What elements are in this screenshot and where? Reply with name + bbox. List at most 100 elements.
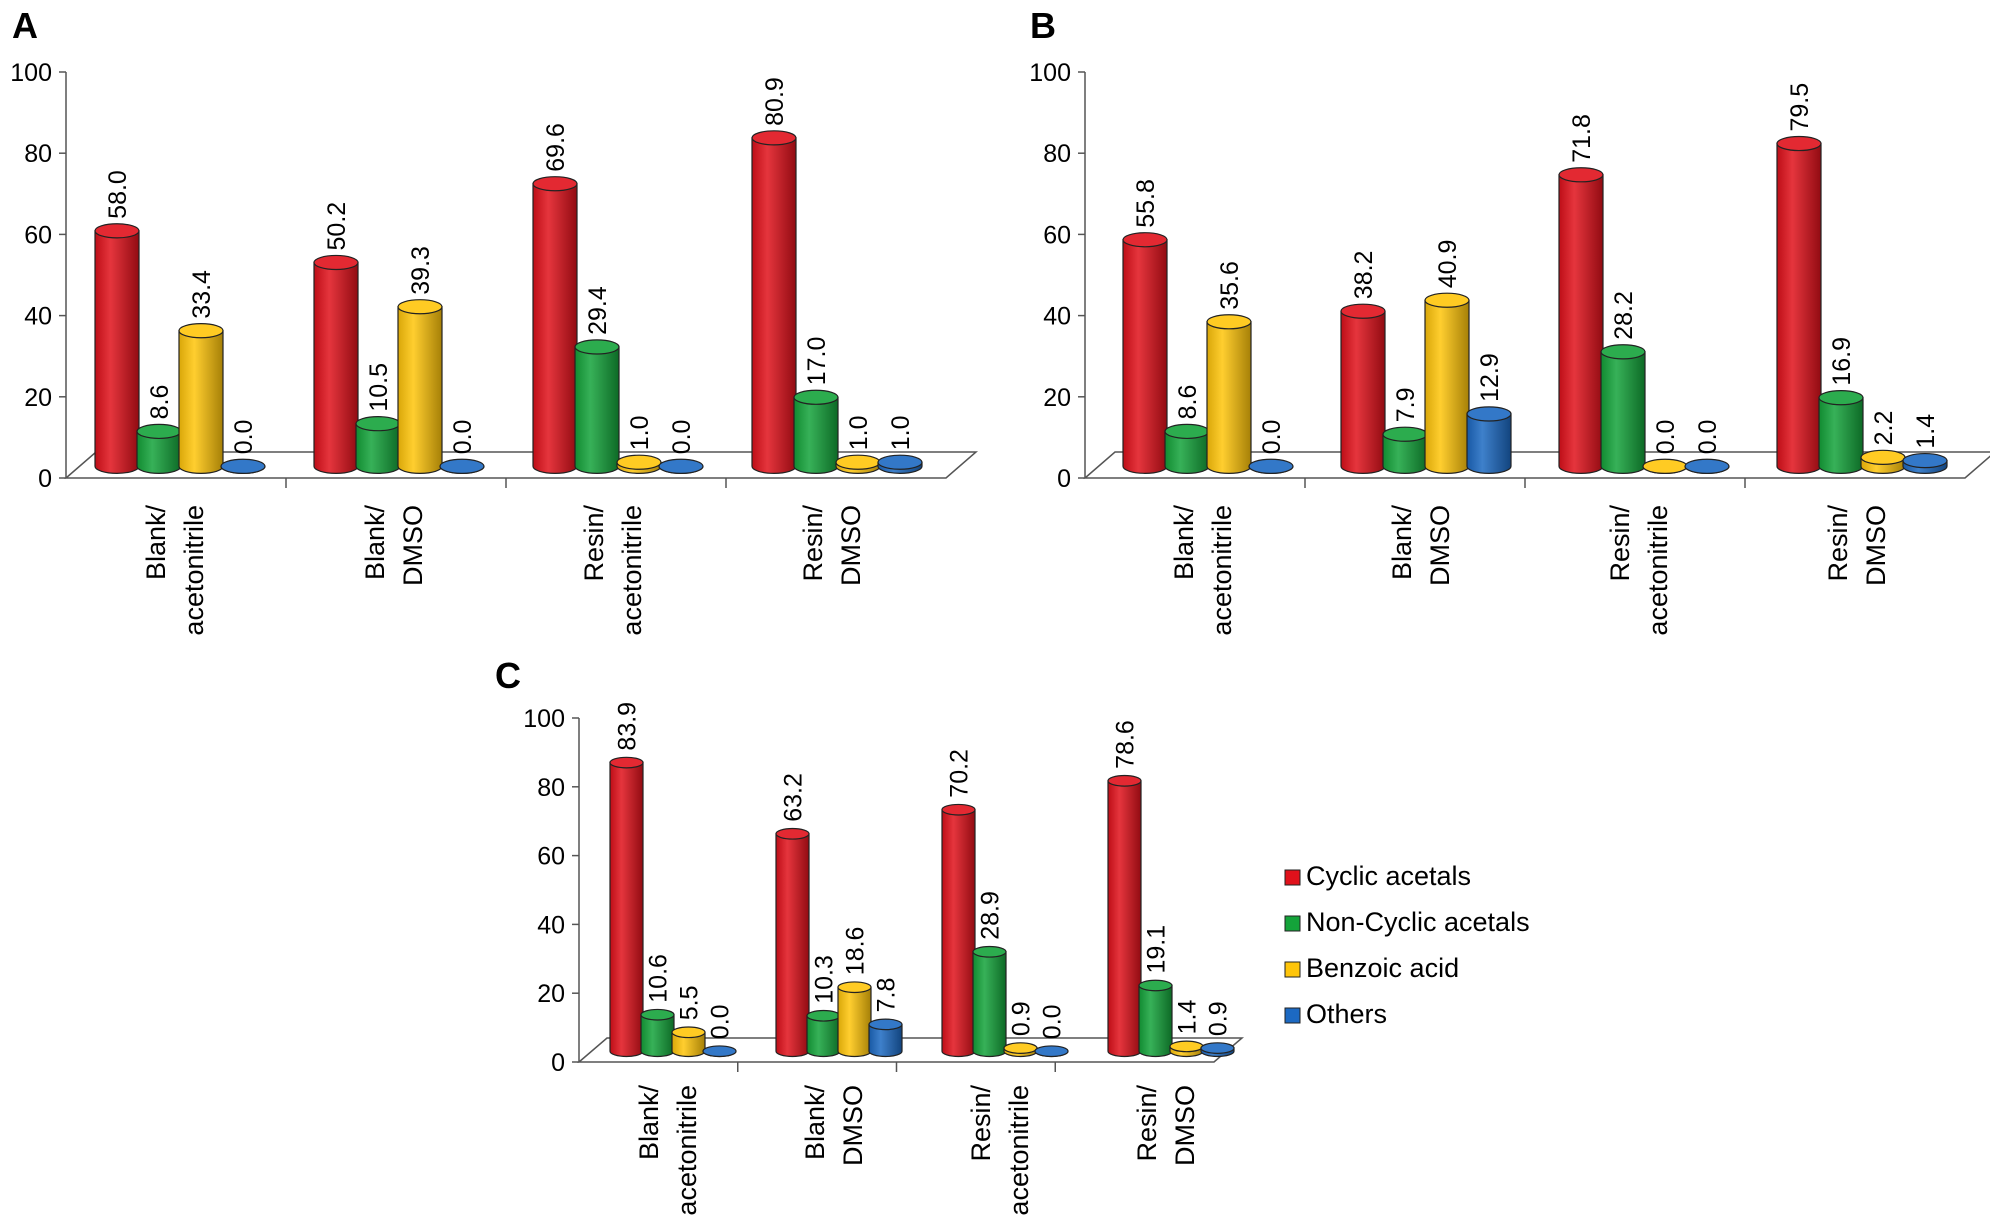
data-label: 71.8 — [1568, 114, 1596, 163]
data-label: 55.8 — [1132, 179, 1160, 228]
bar-benzoic-acid-4 — [1169, 1040, 1204, 1058]
bar-benzoic-acid-2 — [397, 299, 443, 474]
y-tick-label: 40 — [24, 303, 52, 331]
bar-others-4 — [1902, 452, 1948, 474]
data-label: 28.2 — [1610, 291, 1638, 340]
bar-non-cyclic-acetals-1 — [1164, 423, 1210, 474]
bar-cyclic-acetals-1 — [609, 756, 644, 1058]
bar-benzoic-acid-3 — [1003, 1042, 1038, 1058]
y-tick-label: 40 — [1043, 303, 1071, 331]
data-label: 7.8 — [873, 978, 901, 1013]
data-label: 1.0 — [626, 415, 654, 450]
y-tick-label: 80 — [537, 774, 565, 802]
data-label: 63.2 — [780, 773, 808, 822]
data-label: 0.0 — [449, 420, 477, 455]
data-label: 1.0 — [845, 415, 873, 450]
bar-others-3 — [1034, 1045, 1069, 1058]
bar-others-4 — [877, 454, 923, 474]
y-tick-label: 100 — [1029, 59, 1071, 87]
data-label: 28.9 — [977, 891, 1005, 940]
bar-others-4 — [1200, 1042, 1235, 1058]
bar-cyclic-acetals-1 — [1122, 232, 1168, 474]
data-label: 39.3 — [407, 246, 435, 295]
data-label: 83.9 — [614, 702, 642, 751]
y-tick-label: 20 — [1043, 384, 1071, 412]
data-label: 18.6 — [842, 927, 870, 976]
x-category-label: Resin/acetonitrile — [579, 505, 647, 636]
data-label: 1.4 — [1912, 414, 1940, 449]
data-label: 29.4 — [584, 286, 612, 335]
data-label: 38.2 — [1350, 251, 1378, 300]
data-label: 0.0 — [1652, 420, 1680, 455]
y-tick-label: 80 — [24, 140, 52, 168]
data-label: 10.6 — [645, 954, 673, 1003]
y-tick-label: 20 — [537, 980, 565, 1008]
data-label: 40.9 — [1434, 240, 1462, 289]
data-label: 0.0 — [1039, 1004, 1067, 1039]
x-category-label: Resin/DMSO — [1823, 505, 1891, 586]
panel-letter: A — [12, 5, 38, 46]
x-category-label: Blank/acetonitrile — [141, 505, 209, 636]
x-category-label: Blank/DMSO — [1387, 505, 1455, 586]
chart-floor — [1082, 451, 1990, 479]
data-label: 12.9 — [1476, 353, 1504, 402]
bar-benzoic-acid-1 — [1206, 314, 1252, 474]
bar-benzoic-acid-1 — [178, 323, 224, 474]
data-label: 16.9 — [1828, 337, 1856, 386]
data-label: 10.3 — [811, 955, 839, 1004]
bar-others-2 — [1466, 406, 1512, 474]
x-category-label: Resin/DMSO — [1132, 1085, 1200, 1166]
x-category-label: Resin/DMSO — [798, 505, 866, 586]
bar-non-cyclic-acetals-1 — [136, 423, 182, 474]
data-label: 33.4 — [188, 270, 216, 319]
data-label: 0.9 — [1008, 1001, 1036, 1036]
x-category-label: Blank/DMSO — [800, 1085, 868, 1166]
data-label: 0.0 — [1694, 420, 1722, 455]
legend-swatch — [1284, 869, 1301, 886]
data-label: 0.0 — [1258, 420, 1286, 455]
bar-cyclic-acetals-4 — [1776, 135, 1822, 474]
x-category-label: Blank/acetonitrile — [1169, 505, 1237, 636]
data-label: 50.2 — [323, 202, 351, 251]
data-label: 2.2 — [1870, 411, 1898, 446]
bar-cyclic-acetals-1 — [94, 223, 140, 474]
y-tick-label: 60 — [24, 221, 52, 249]
bar-non-cyclic-acetals-2 — [1382, 426, 1428, 474]
bar-non-cyclic-acetals-4 — [1138, 979, 1173, 1058]
chart-panel-b: B 0 20 40 60 80 100 55.8 8.6 35.6 0.0 Blank/acetoni… — [1029, 5, 1990, 636]
bar-others-3 — [1684, 458, 1730, 474]
bar-cyclic-acetals-4 — [751, 130, 797, 474]
y-tick-label: 60 — [537, 843, 565, 871]
bar-others-3 — [658, 458, 704, 474]
bar-non-cyclic-acetals-4 — [1818, 390, 1864, 474]
data-label: 5.5 — [676, 986, 704, 1021]
bar-cyclic-acetals-3 — [1558, 167, 1604, 474]
bar-benzoic-acid-1 — [671, 1026, 706, 1058]
data-label: 0.0 — [230, 420, 258, 455]
x-category-label: Resin/acetonitrile — [1605, 505, 1673, 636]
y-tick-label: 100 — [10, 59, 52, 87]
bar-benzoic-acid-2 — [837, 981, 872, 1058]
bar-benzoic-acid-2 — [1424, 292, 1470, 474]
y-tick-label: 60 — [1043, 221, 1071, 249]
panel-letter: B — [1030, 5, 1056, 46]
bar-others-2 — [439, 458, 485, 474]
bar-non-cyclic-acetals-3 — [1600, 344, 1646, 474]
legend-label: Cyclic acetals — [1306, 861, 1471, 891]
data-label: 0.9 — [1205, 1001, 1233, 1036]
legend: Cyclic acetals Non-Cyclic acetals Benzoic … — [1284, 861, 1530, 1029]
data-label: 0.0 — [707, 1004, 735, 1039]
data-label: 10.5 — [365, 363, 393, 412]
bar-cyclic-acetals-2 — [313, 254, 359, 474]
data-label: 69.6 — [542, 123, 570, 172]
data-label: 70.2 — [946, 749, 974, 798]
x-category-label: Blank/acetonitrile — [634, 1085, 702, 1216]
bar-benzoic-acid-3 — [1642, 458, 1688, 474]
x-category-label: Blank/DMSO — [360, 505, 428, 586]
legend-label: Non-Cyclic acetals — [1306, 907, 1530, 937]
bar-others-1 — [1248, 458, 1294, 474]
legend-label: Benzoic acid — [1306, 953, 1459, 983]
bar-cyclic-acetals-3 — [941, 803, 976, 1058]
bar-cyclic-acetals-3 — [532, 176, 578, 474]
